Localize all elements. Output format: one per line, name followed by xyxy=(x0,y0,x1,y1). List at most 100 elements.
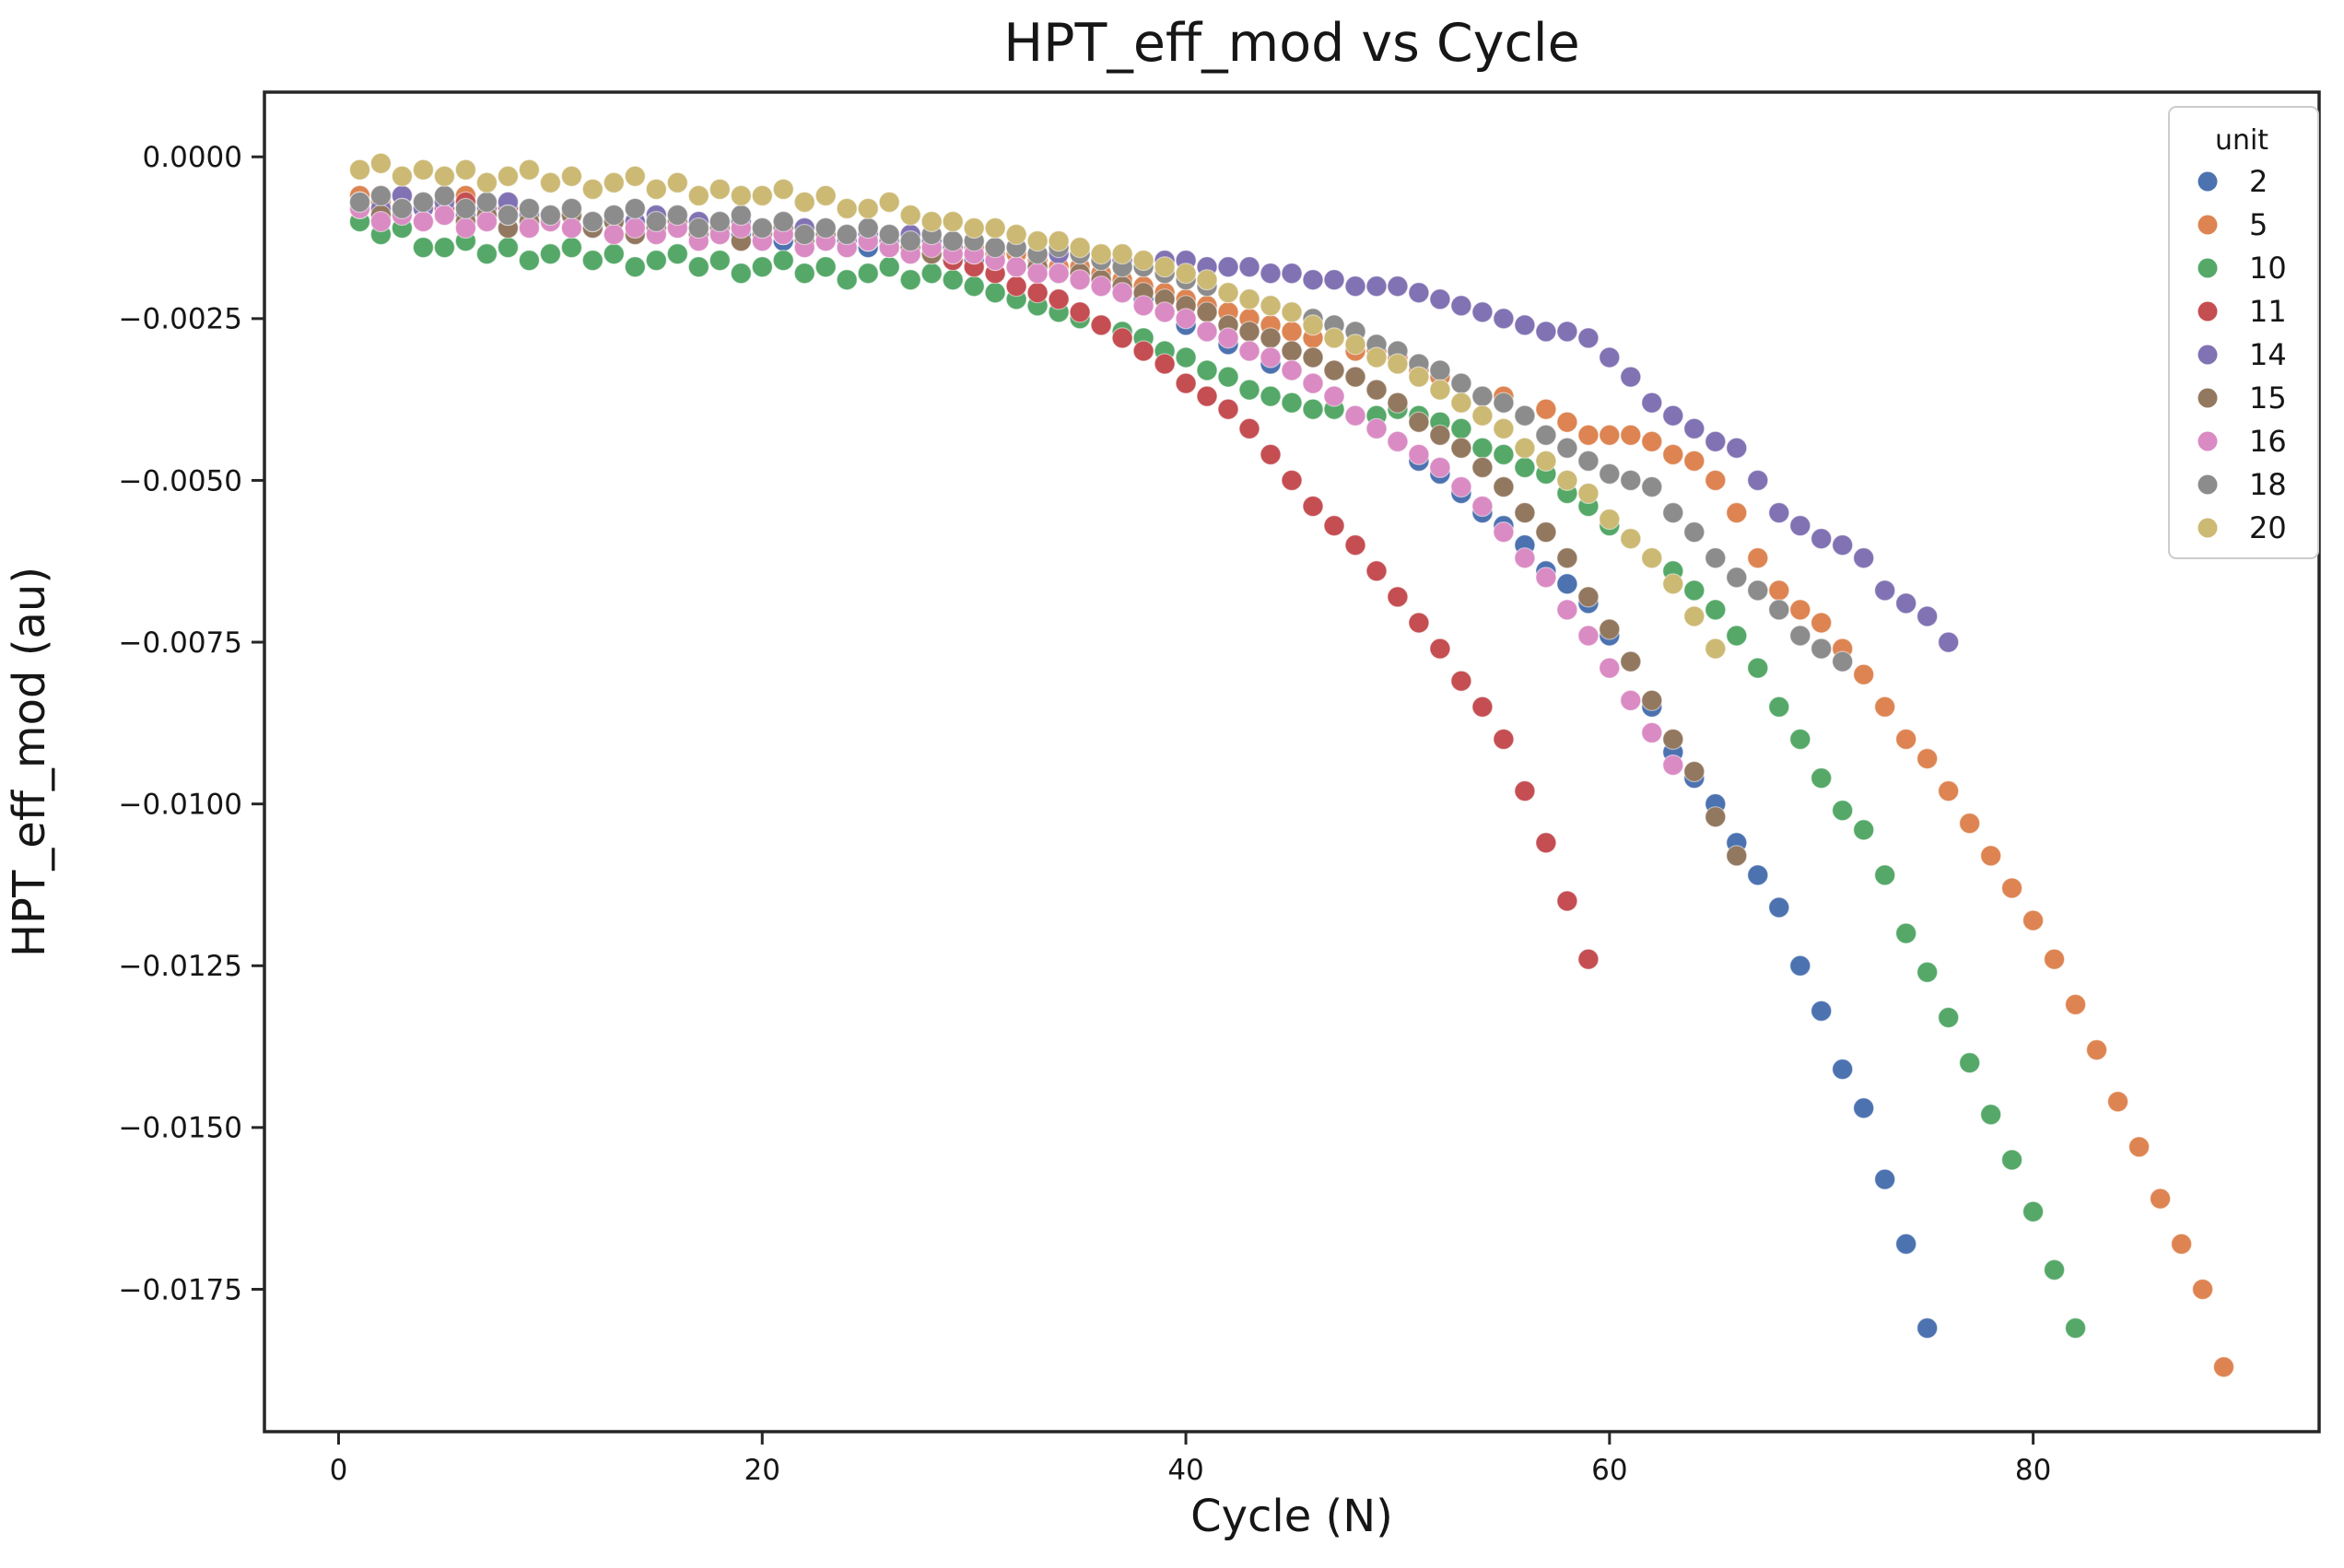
data-point xyxy=(1641,475,1663,498)
data-point xyxy=(560,165,583,187)
data-point xyxy=(920,210,943,233)
data-point xyxy=(539,243,562,265)
data-point xyxy=(1683,417,1705,439)
data-point xyxy=(1895,1233,1917,1255)
data-point xyxy=(2086,1038,2108,1061)
data-point xyxy=(1196,269,1218,291)
data-point xyxy=(1408,282,1430,304)
data-point xyxy=(1365,379,1388,401)
data-point xyxy=(1662,501,1684,524)
data-point xyxy=(645,250,667,272)
data-point xyxy=(497,204,520,227)
data-point xyxy=(1747,579,1769,602)
data-point xyxy=(433,184,455,206)
data-point xyxy=(475,191,498,213)
data-point xyxy=(348,158,371,181)
data-point xyxy=(1641,392,1663,414)
data-point xyxy=(1938,631,1960,653)
data-point xyxy=(1789,599,1811,621)
data-point xyxy=(1683,521,1705,544)
data-point xyxy=(1005,223,1027,246)
y-tick-label: −0.0100 xyxy=(119,789,242,822)
data-point xyxy=(1069,269,1091,291)
data-point xyxy=(1069,237,1091,259)
data-point xyxy=(1217,256,1239,278)
data-point xyxy=(1620,650,1642,673)
data-point xyxy=(1323,385,1345,407)
data-point xyxy=(1832,800,1854,822)
data-point xyxy=(1026,263,1049,285)
data-point xyxy=(1429,456,1451,478)
data-point xyxy=(1789,625,1811,647)
data-point xyxy=(1048,230,1070,252)
data-point xyxy=(1874,1168,1896,1190)
data-point xyxy=(730,184,752,206)
legend-title: unit xyxy=(2215,124,2268,157)
data-point xyxy=(2022,909,2045,931)
data-point xyxy=(1832,650,1854,673)
data-point xyxy=(666,243,688,265)
data-point xyxy=(1069,301,1091,323)
data-point xyxy=(751,184,773,206)
data-point xyxy=(1959,813,1981,835)
data-point xyxy=(1132,250,1154,272)
data-point xyxy=(1747,657,1769,679)
data-point xyxy=(1514,437,1536,459)
data-point xyxy=(1493,392,1515,414)
data-point xyxy=(1196,321,1218,343)
data-point xyxy=(1938,1006,1960,1029)
legend-marker xyxy=(2198,171,2218,192)
data-point xyxy=(475,171,498,193)
data-point xyxy=(1281,469,1303,492)
data-point xyxy=(942,210,964,233)
data-point xyxy=(1344,366,1366,388)
data-point xyxy=(772,210,794,233)
data-point xyxy=(1387,392,1409,414)
data-point xyxy=(1874,864,1896,886)
y-tick-label: −0.0050 xyxy=(119,464,242,497)
data-point xyxy=(2150,1188,2172,1210)
data-point xyxy=(1408,612,1430,634)
data-point xyxy=(1387,275,1409,298)
data-point xyxy=(1853,819,1875,841)
data-point xyxy=(1938,779,1960,802)
data-point xyxy=(1175,346,1197,369)
data-point xyxy=(1747,864,1769,886)
data-point xyxy=(1281,321,1303,343)
data-point xyxy=(603,171,625,193)
data-point xyxy=(1281,263,1303,285)
data-point xyxy=(1535,424,1557,446)
data-point xyxy=(1471,385,1494,407)
data-point xyxy=(1768,696,1790,718)
data-point xyxy=(581,178,604,200)
y-tick-label: −0.0125 xyxy=(119,950,242,983)
data-point xyxy=(1323,514,1345,537)
legend-box: unit 2 5 10 11 14 15 16 18 20 xyxy=(2168,106,2319,559)
data-point xyxy=(1556,599,1578,621)
data-point xyxy=(878,256,900,278)
x-tick-label: 20 xyxy=(744,1454,780,1487)
data-point xyxy=(1535,398,1557,420)
data-point xyxy=(1705,638,1727,660)
data-point xyxy=(539,204,562,227)
data-point xyxy=(815,216,837,240)
data-point xyxy=(1853,663,1875,685)
data-point xyxy=(1238,288,1260,310)
data-point xyxy=(2192,1278,2214,1301)
data-point xyxy=(1302,398,1324,420)
data-point xyxy=(1387,586,1409,608)
data-point xyxy=(1705,806,1727,828)
data-point xyxy=(1895,592,1917,614)
data-point xyxy=(1323,269,1345,291)
data-point xyxy=(1662,443,1684,465)
data-point xyxy=(1811,638,1833,660)
data-point xyxy=(1556,411,1578,433)
data-point xyxy=(1662,754,1684,777)
data-point xyxy=(1196,301,1218,323)
data-point xyxy=(2065,993,2087,1016)
data-point xyxy=(1471,404,1494,427)
data-point xyxy=(412,237,434,259)
data-point xyxy=(645,210,667,233)
data-point xyxy=(1450,372,1472,394)
